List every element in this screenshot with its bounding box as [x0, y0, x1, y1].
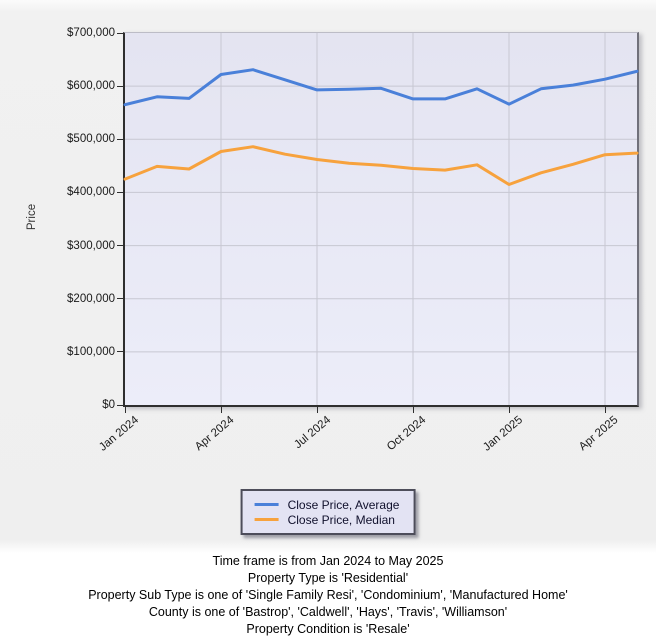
filter-description-line: County is one of 'Bastrop', 'Caldwell', …	[148, 605, 508, 619]
line-chart-svg	[123, 33, 639, 405]
plot-area	[123, 32, 639, 407]
filter-description-line: Time frame is from Jan 2024 to May 2025	[212, 554, 444, 568]
x-axis-tick-label: Oct 2024	[385, 414, 429, 454]
y-axis-tick	[117, 85, 123, 87]
y-axis-tick-label: $300,000	[67, 239, 115, 252]
x-axis-tick	[413, 407, 414, 413]
legend-label: Close Price, Average	[287, 497, 400, 512]
legend-line-swatch	[254, 503, 279, 506]
filter-description-line: Property Condition is 'Resale'	[246, 622, 410, 636]
y-axis-tick	[117, 32, 123, 34]
x-axis-tick	[125, 407, 126, 413]
legend-line-swatch	[254, 518, 279, 521]
legend-item: Close Price, Average	[254, 497, 400, 512]
y-axis-tick-label: $100,000	[67, 345, 115, 358]
y-axis-tick-label: $700,000	[67, 27, 115, 39]
x-axis-tick-label: Jan 2024	[96, 414, 141, 454]
filter-description-line: Property Type is 'Residential'	[247, 571, 409, 585]
series-line-0	[123, 68, 639, 107]
y-axis-tick	[117, 404, 123, 406]
y-axis-tick	[117, 298, 123, 300]
y-axis-tick	[117, 351, 123, 353]
y-axis-tick-label: $200,000	[67, 292, 115, 305]
filter-description-line: Property Sub Type is one of 'Single Fami…	[88, 588, 568, 602]
y-axis-tick	[117, 138, 123, 140]
y-axis-tick-label: $400,000	[67, 186, 115, 199]
x-axis-tick-label: Apr 2024	[193, 414, 237, 454]
x-axis-tick-label: Jul 2024	[291, 414, 333, 452]
y-axis-tick-label: $600,000	[67, 80, 115, 93]
series-line-1	[123, 145, 639, 186]
y-axis-tick-label: $0	[102, 399, 115, 411]
legend-item: Close Price, Median	[254, 512, 400, 527]
legend-label: Close Price, Median	[287, 512, 395, 527]
x-axis-tick	[317, 407, 318, 413]
x-axis-tick-label: Jan 2025	[480, 414, 525, 454]
x-axis-tick	[509, 407, 510, 413]
legend: Close Price, Average Close Price, Median	[240, 489, 416, 535]
x-axis-tick	[221, 407, 222, 413]
x-axis-tick-label: Apr 2025	[577, 414, 621, 454]
y-axis-tick-label: $500,000	[67, 133, 115, 146]
x-axis-tick	[605, 407, 606, 413]
filter-description: Time frame is from Jan 2024 to May 2025 P…	[0, 553, 656, 638]
y-axis-tick	[117, 245, 123, 247]
y-axis-tick	[117, 191, 123, 193]
